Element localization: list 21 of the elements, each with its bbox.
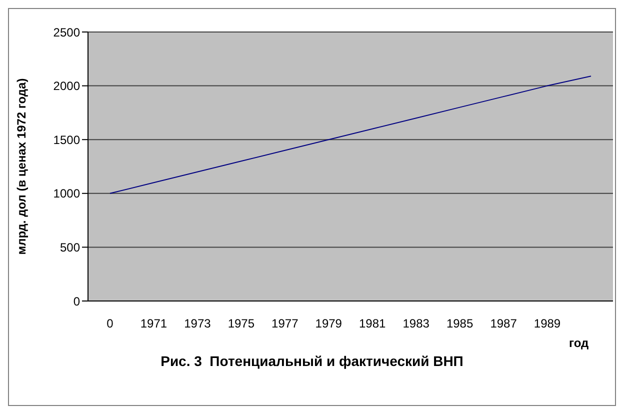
y-tick-label: 0 [73,294,80,308]
y-tick-label: 2000 [53,79,80,94]
text: Рис. 3 Потенциальный и фактический ВНП [160,353,464,369]
x-tick-label: 0 [106,316,114,331]
x-tick-label: 1989 [534,316,561,331]
x-tick-label: 1985 [446,316,474,331]
x-tick-label: 1971 [140,316,168,331]
x-tick-label: 1981 [359,316,386,331]
y-tick-label: 1000 [53,186,80,201]
x-tick-label: 1973 [184,316,212,331]
y-tick-label: 2500 [53,25,80,40]
y-tick-label: 1500 [53,132,80,147]
x-tick-label: 1975 [228,316,255,331]
x-tick-label: 1987 [490,316,518,331]
x-axis-title: год [569,336,589,350]
y-tick-label: 500 [60,240,80,254]
y-axis-title: млрд. дол (в ценах 1972 года) [14,78,28,255]
line-series [110,76,592,194]
x-tick-label: 1977 [272,316,299,331]
x-tick-label: 1979 [315,316,342,331]
x-tick-label: 1983 [402,316,430,331]
